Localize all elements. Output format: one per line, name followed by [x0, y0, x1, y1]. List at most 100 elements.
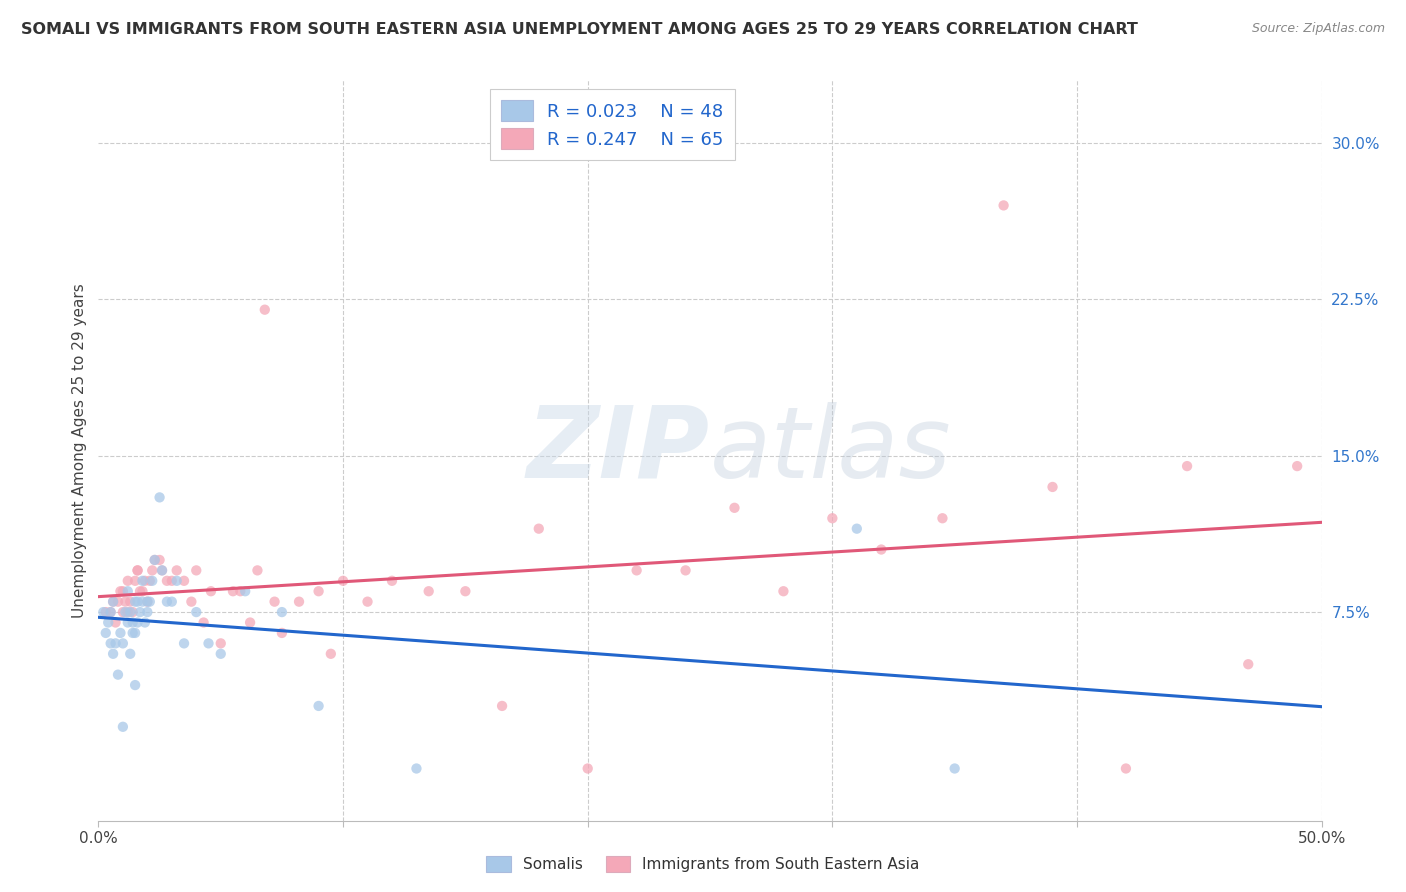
Point: [527, 522, 550, 536]
Point: [229, 584, 252, 599]
Point: [270, 626, 294, 640]
Point: [124, 678, 146, 692]
Point: [870, 542, 893, 557]
Point: [1286, 459, 1309, 474]
Point: [127, 563, 149, 577]
Point: [186, 563, 208, 577]
Point: [332, 574, 354, 588]
Point: [173, 636, 195, 650]
Point: [150, 563, 173, 577]
Legend: R = 0.023    N = 48, R = 0.247    N = 65: R = 0.023 N = 48, R = 0.247 N = 65: [489, 89, 735, 160]
Point: [134, 574, 156, 588]
Point: [101, 647, 124, 661]
Point: [136, 595, 159, 609]
Point: [246, 563, 269, 577]
Point: [117, 615, 139, 630]
Point: [110, 626, 132, 640]
Point: [993, 198, 1015, 212]
Point: [124, 626, 146, 640]
Point: [209, 647, 232, 661]
Point: [101, 595, 124, 609]
Point: [197, 636, 219, 650]
Point: [821, 511, 844, 525]
Point: [100, 636, 122, 650]
Point: [91, 605, 114, 619]
Point: [308, 584, 330, 599]
Point: [136, 605, 159, 619]
Point: [120, 605, 142, 619]
Point: [149, 553, 172, 567]
Point: [111, 636, 134, 650]
Point: [121, 626, 143, 640]
Point: [134, 615, 156, 630]
Point: [772, 584, 794, 599]
Point: [124, 574, 146, 588]
Point: [139, 595, 162, 609]
Point: [97, 615, 120, 630]
Point: [356, 595, 378, 609]
Point: [723, 500, 745, 515]
Point: [381, 574, 404, 588]
Point: [127, 595, 149, 609]
Point: [405, 762, 427, 776]
Point: [845, 522, 868, 536]
Text: Source: ZipAtlas.com: Source: ZipAtlas.com: [1251, 22, 1385, 36]
Point: [193, 615, 215, 630]
Y-axis label: Unemployment Among Ages 25 to 29 years: Unemployment Among Ages 25 to 29 years: [72, 283, 87, 618]
Point: [114, 595, 136, 609]
Point: [288, 595, 311, 609]
Point: [117, 584, 139, 599]
Point: [1175, 459, 1198, 474]
Legend: Somalis, Immigrants from South Eastern Asia: Somalis, Immigrants from South Eastern A…: [478, 848, 928, 880]
Point: [104, 636, 127, 650]
Point: [131, 584, 153, 599]
Point: [117, 574, 139, 588]
Point: [931, 511, 953, 525]
Point: [150, 563, 173, 577]
Point: [626, 563, 648, 577]
Point: [117, 605, 139, 619]
Point: [129, 605, 152, 619]
Point: [107, 667, 129, 681]
Point: [100, 605, 122, 619]
Point: [121, 605, 143, 619]
Point: [111, 605, 134, 619]
Point: [418, 584, 440, 599]
Point: [131, 595, 153, 609]
Point: [200, 584, 222, 599]
Point: [160, 574, 183, 588]
Point: [1237, 657, 1260, 672]
Point: [120, 647, 142, 661]
Point: [143, 553, 166, 567]
Point: [454, 584, 477, 599]
Point: [253, 302, 276, 317]
Point: [107, 595, 129, 609]
Point: [94, 626, 117, 640]
Point: [120, 595, 142, 609]
Point: [131, 574, 153, 588]
Point: [308, 698, 330, 713]
Point: [101, 595, 124, 609]
Point: [124, 595, 146, 609]
Point: [222, 584, 245, 599]
Point: [1042, 480, 1064, 494]
Point: [156, 595, 179, 609]
Point: [675, 563, 697, 577]
Point: [319, 647, 342, 661]
Point: [111, 584, 134, 599]
Point: [127, 563, 149, 577]
Point: [139, 574, 162, 588]
Point: [263, 595, 285, 609]
Point: [491, 698, 513, 713]
Point: [110, 584, 132, 599]
Point: [1115, 762, 1137, 776]
Point: [114, 605, 136, 619]
Point: [104, 615, 127, 630]
Point: [209, 636, 232, 650]
Point: [141, 563, 163, 577]
Point: [100, 605, 122, 619]
Point: [136, 595, 159, 609]
Point: [166, 574, 188, 588]
Point: [160, 595, 183, 609]
Point: [233, 584, 256, 599]
